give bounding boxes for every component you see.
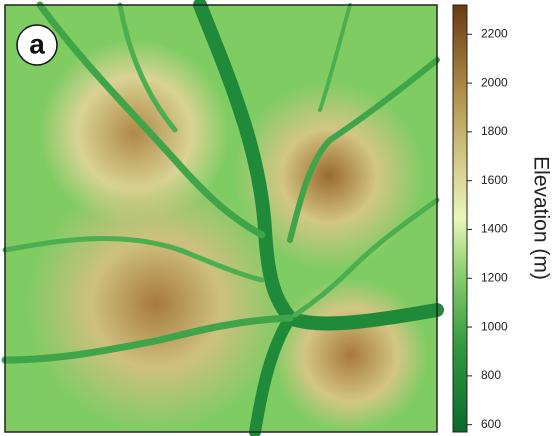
colorbar-tick-label: 800 — [481, 368, 501, 382]
colorbar-tick-label: 1200 — [481, 270, 508, 284]
colorbar-tick-label: 2000 — [481, 75, 508, 89]
colorbar — [452, 4, 468, 433]
colorbar-tick-label: 1600 — [481, 173, 508, 187]
elevation-map — [1, 0, 444, 436]
colorbar-label: Elevation (m) — [529, 156, 552, 280]
panel-label: a — [29, 28, 45, 59]
colorbar-tick-label: 2200 — [481, 26, 508, 40]
colorbar-tick-label: 600 — [481, 417, 501, 431]
colorbar-tick-label: 1800 — [481, 124, 508, 138]
panel-badge — [16, 24, 58, 66]
colorbar-tick-label: 1400 — [481, 222, 508, 236]
colorbar-tick-label: 1000 — [481, 319, 508, 333]
